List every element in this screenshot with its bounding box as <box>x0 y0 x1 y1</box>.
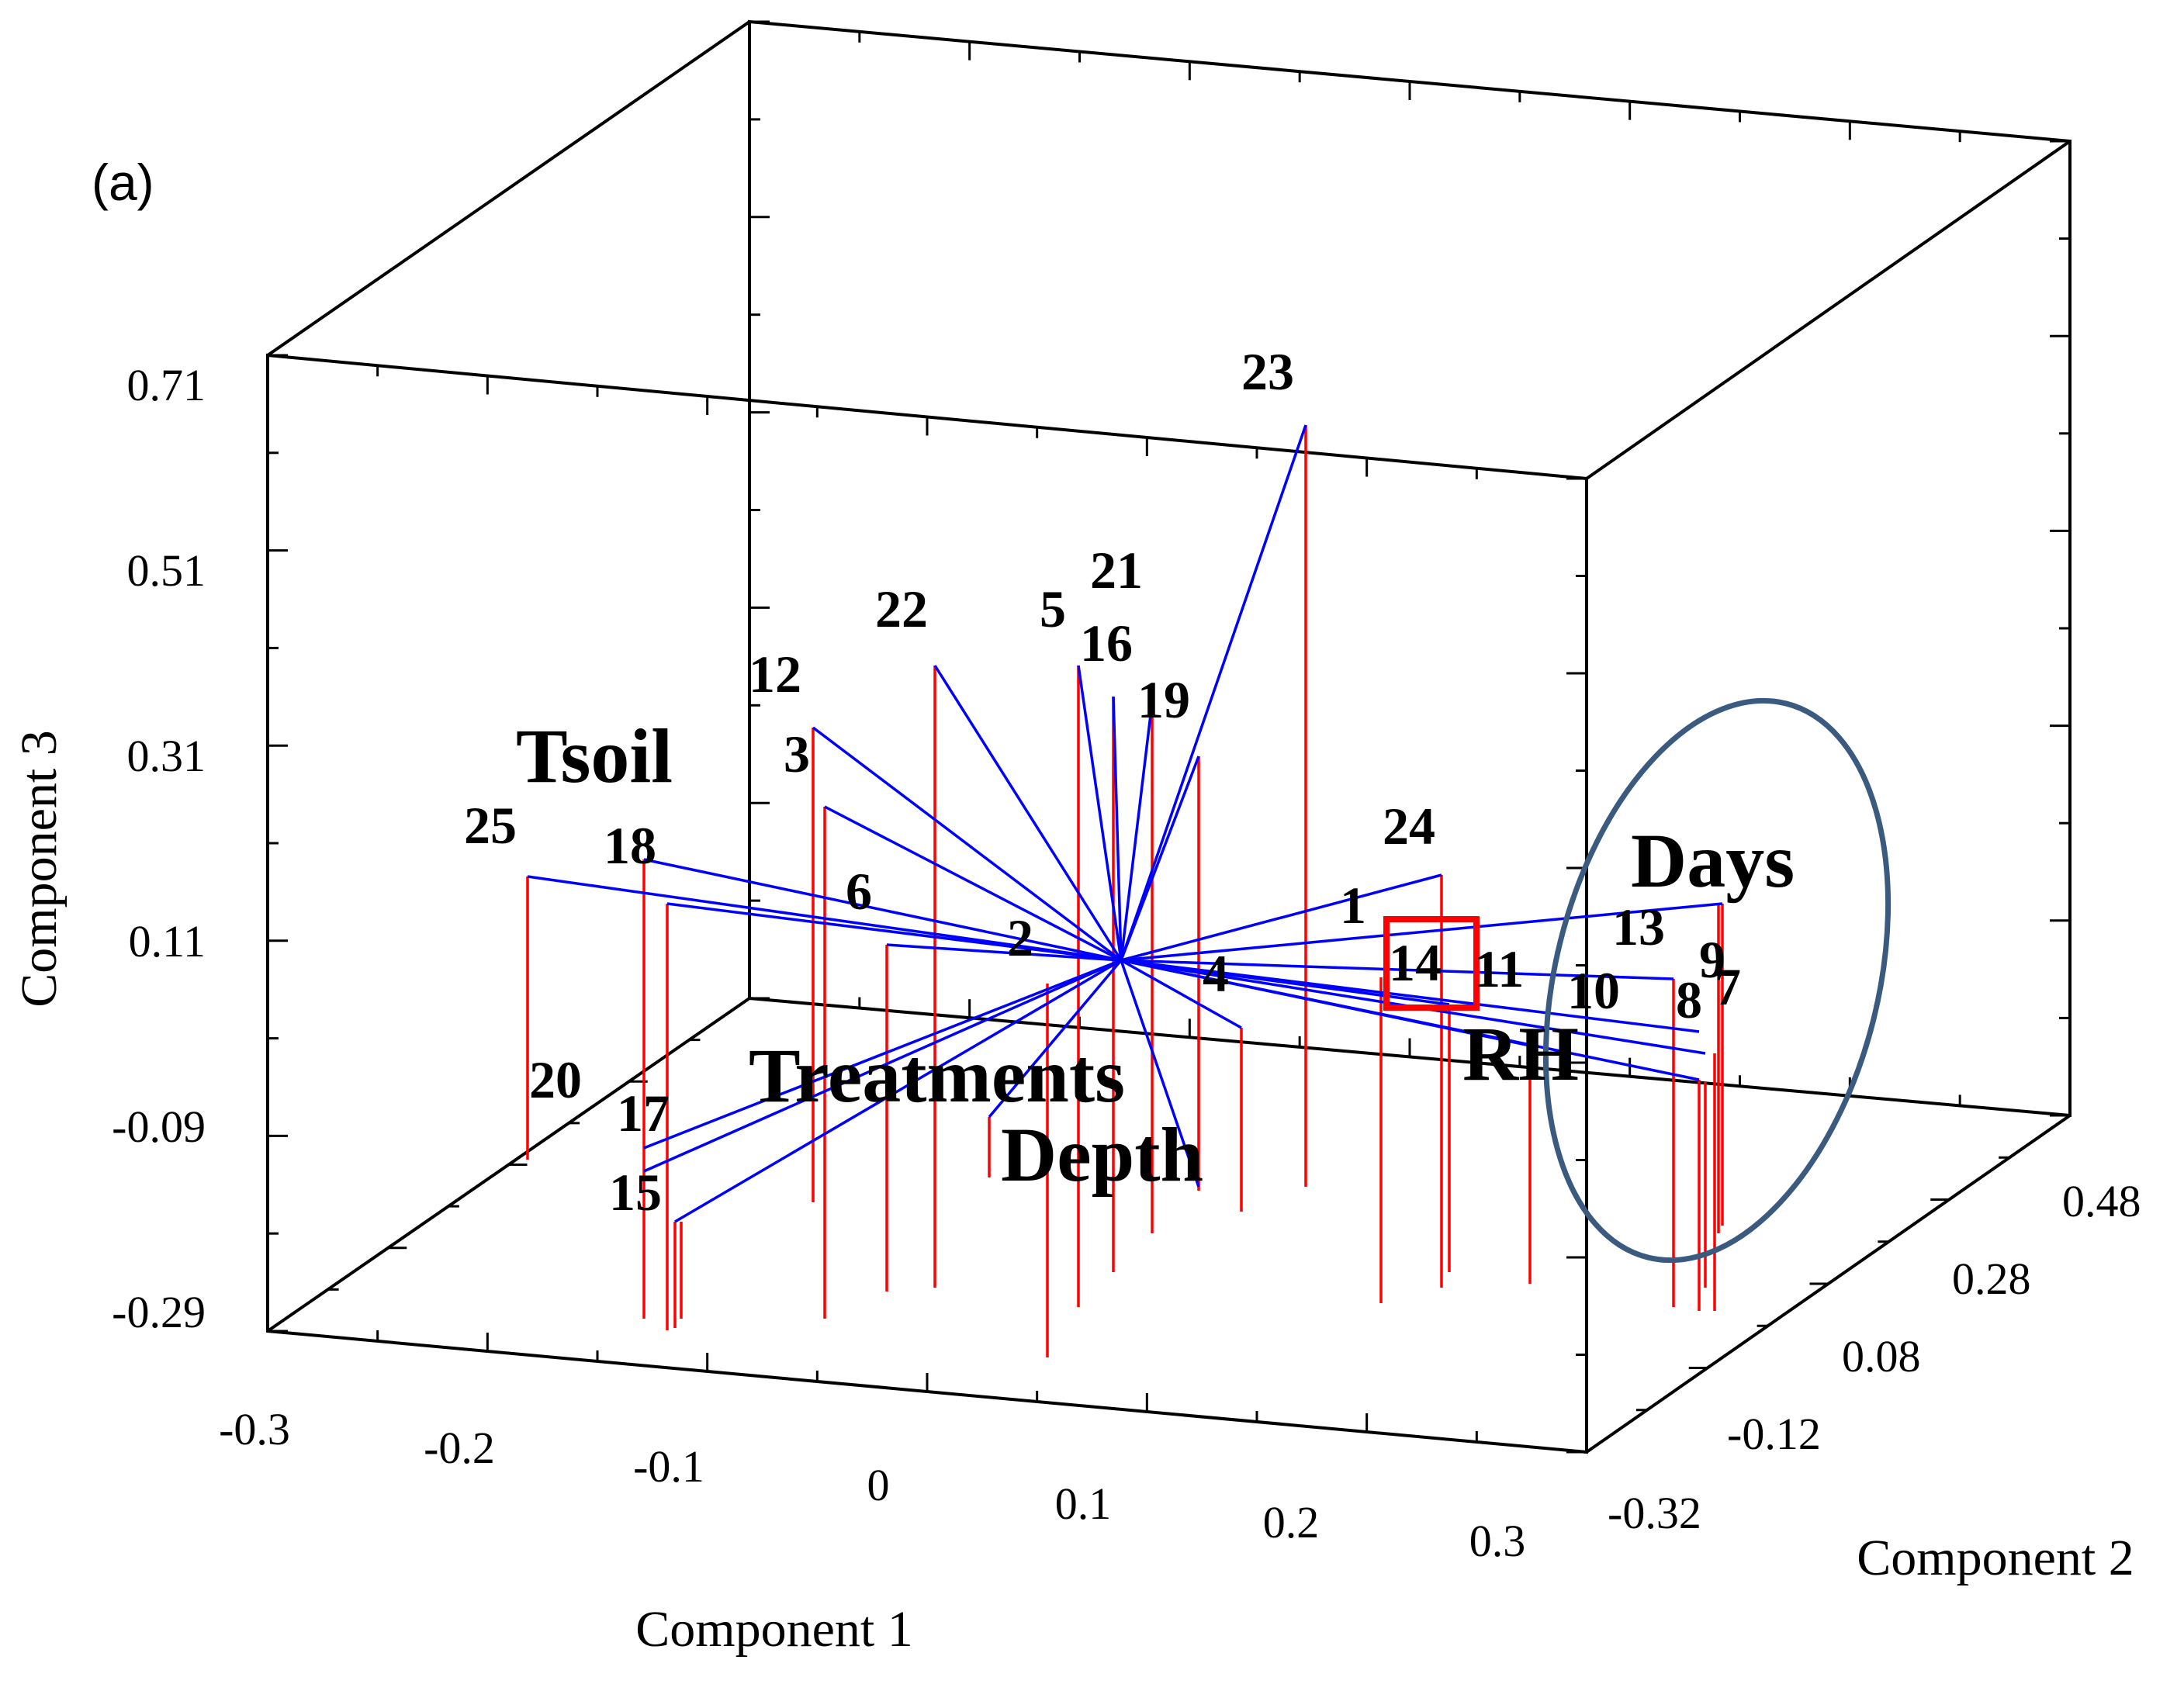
vector-23 <box>1120 424 1307 961</box>
y-axis-title: Component 2 <box>1857 1530 2134 1586</box>
z-axis-title: Component 3 <box>11 730 67 1008</box>
y-tick-label: -0.12 <box>1727 1409 1821 1459</box>
point-label-6: 6 <box>846 862 872 921</box>
point-label-5: 5 <box>1040 579 1066 638</box>
point-label-14: 14 <box>1389 933 1442 992</box>
vector-9 <box>1120 959 1700 1033</box>
variable-label-depth: Depth <box>1001 1112 1203 1198</box>
vector-20 <box>643 959 1122 1173</box>
y-tick-label: 0.48 <box>2062 1176 2141 1226</box>
point-label-25: 25 <box>464 796 517 855</box>
point-label-13: 13 <box>1612 897 1665 956</box>
vector-tsoil <box>666 902 1122 962</box>
box-front-face <box>266 353 1588 1454</box>
vector-13 <box>1120 902 1723 962</box>
point-label-21: 21 <box>1090 541 1143 600</box>
z-tick-label: -0.09 <box>112 1101 206 1152</box>
x-tick-label: -0.2 <box>424 1423 495 1473</box>
variable-label-days: Days <box>1631 818 1795 904</box>
point-label-4: 4 <box>1203 944 1229 1003</box>
axis-ticks <box>266 20 2072 1454</box>
vector-3 <box>824 805 1122 962</box>
highlight-box-14 <box>1383 916 1480 1011</box>
vector-16 <box>1112 696 1123 961</box>
y-tick-label: 0.08 <box>1842 1331 1921 1381</box>
highlight-ellipse-days <box>1542 697 1892 1264</box>
variable-label-treatments: Treatments <box>749 1032 1125 1119</box>
point-label-1: 1 <box>1340 876 1366 935</box>
vector-15 <box>674 959 1122 1223</box>
point-label-2: 2 <box>1007 908 1033 967</box>
point-label-15: 15 <box>609 1163 662 1222</box>
x-tick-label: -0.1 <box>633 1441 704 1492</box>
vector-treatments <box>988 959 1123 1119</box>
variable-labels: Tsoil Treatments Depth RH Days <box>516 713 1795 1198</box>
vector-6 <box>886 943 1122 962</box>
vector-17 <box>643 959 1122 1150</box>
point-labels: 23 22 21 5 16 19 12 3 25 18 6 2 4 24 1 1… <box>464 342 1741 1222</box>
x-tick-label: 0.1 <box>1055 1478 1112 1529</box>
z-tick-label: 0.11 <box>129 916 206 966</box>
x-tick-label: 0.3 <box>1469 1516 1526 1566</box>
point-label-18: 18 <box>604 816 656 875</box>
point-label-8: 8 <box>1676 970 1702 1029</box>
vector-25 <box>527 875 1122 962</box>
vector-4 <box>1120 959 1242 1029</box>
x-tick-label: 0 <box>867 1460 890 1510</box>
point-label-23: 23 <box>1241 342 1294 401</box>
z-tick-label: 0.31 <box>127 731 206 781</box>
y-axis-tick-labels: -0.32 -0.12 0.08 0.28 0.48 <box>1608 1176 2141 1538</box>
vector-depth <box>1120 960 1200 1188</box>
variable-label-tsoil: Tsoil <box>516 713 673 799</box>
box-edge-top-right <box>1585 140 2072 480</box>
vector-21 <box>1120 701 1154 961</box>
x-tick-label: -0.3 <box>219 1404 290 1454</box>
vector-11 <box>1120 959 1531 1047</box>
z-axis-tick-labels: 0.71 0.51 0.31 0.11 -0.09 -0.29 <box>112 360 206 1337</box>
vector-5 <box>1077 665 1123 961</box>
vector-24 <box>1120 873 1442 962</box>
vector-22 <box>933 665 1123 961</box>
point-label-17: 17 <box>617 1084 670 1143</box>
z-tick-label: -0.29 <box>112 1287 206 1337</box>
point-label-12: 12 <box>749 645 801 704</box>
loading-vectors <box>527 424 1723 1223</box>
vector-10 <box>1120 959 1674 980</box>
point-label-20: 20 <box>529 1050 582 1109</box>
point-label-3: 3 <box>784 724 810 783</box>
x-tick-label: 0.2 <box>1263 1497 1320 1547</box>
x-axis-title: Component 1 <box>635 1601 913 1658</box>
point-label-16: 16 <box>1080 614 1133 673</box>
box-edge-top-left <box>266 20 751 357</box>
point-label-7: 7 <box>1715 957 1741 1016</box>
x-axis-tick-labels: -0.3 -0.2 -0.1 0 0.1 0.2 0.3 <box>219 1404 1525 1566</box>
point-label-10: 10 <box>1567 961 1620 1020</box>
vector-12 <box>812 726 1123 962</box>
point-label-11: 11 <box>1474 939 1524 998</box>
panel-label: (a) <box>92 154 154 211</box>
point-label-19: 19 <box>1137 670 1190 729</box>
point-label-22: 22 <box>875 579 928 638</box>
y-tick-label: 0.28 <box>1952 1253 2031 1304</box>
point-label-9: 9 <box>1699 930 1725 989</box>
z-tick-label: 0.51 <box>127 545 206 596</box>
vector-18 <box>643 858 1122 962</box>
point-label-24: 24 <box>1383 797 1435 856</box>
z-tick-label: 0.71 <box>127 360 206 410</box>
variable-label-rh: RH <box>1462 1011 1579 1097</box>
y-tick-label: -0.32 <box>1608 1488 1701 1538</box>
